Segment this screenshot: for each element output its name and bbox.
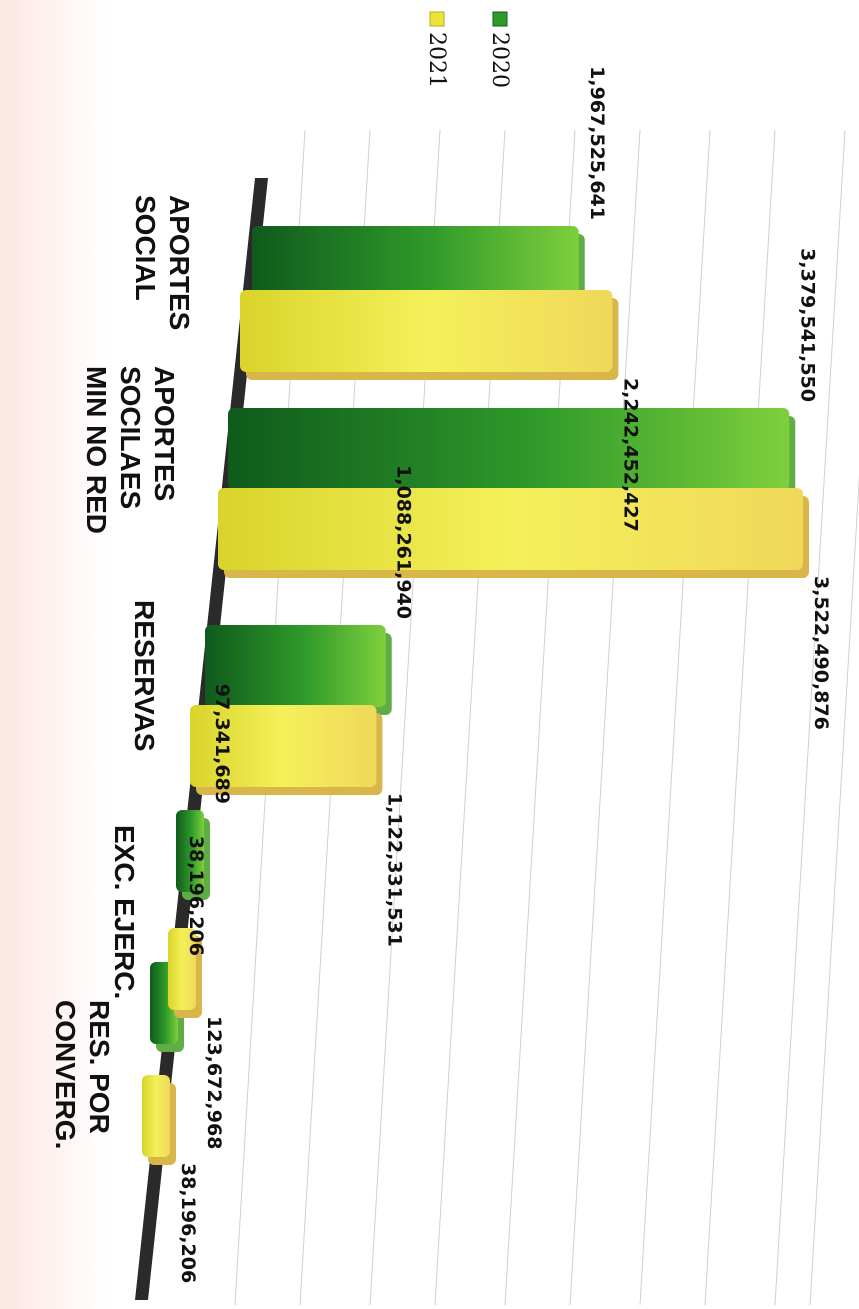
value-label: 1,088,261,940	[393, 465, 415, 619]
data-labels: 1,967,525,641 3,379,541,550 1,088,261,940 9…	[177, 66, 832, 1283]
value-label: 3,379,541,550	[796, 248, 818, 402]
bar-2021-0	[240, 290, 613, 372]
category-label: APORTES	[164, 195, 195, 330]
category-label: CONVERG.	[50, 1000, 81, 1149]
bar-2020-0	[252, 226, 579, 308]
legend: 2020 2021	[424, 11, 512, 88]
category-label: RESERVAS	[129, 600, 160, 751]
bar-2021-2	[190, 705, 377, 787]
legend-label: 2021	[424, 32, 449, 88]
category-label: APORTES	[149, 366, 180, 501]
bar-2020-3	[176, 810, 204, 892]
bar-2020-1	[228, 408, 790, 490]
category-label: EXC. EJERC.	[109, 825, 140, 999]
value-label: 97,341,689	[211, 684, 233, 804]
category-label: MIN NO RED	[81, 366, 112, 534]
bars	[142, 226, 809, 1165]
gridline	[569, 129, 641, 1306]
value-label: 3,522,490,876	[810, 576, 832, 730]
value-label: 38,196,206	[177, 1163, 199, 1283]
bar-2020-2	[205, 625, 386, 707]
category-label: RES. POR	[84, 1000, 115, 1134]
gridline	[704, 129, 776, 1306]
legend-label: 2020	[487, 32, 512, 88]
value-label: 123,672,968	[203, 1016, 225, 1149]
value-label: 1,122,331,531	[383, 793, 405, 947]
bar-2021-3	[168, 928, 196, 1010]
value-label: 2,242,452,427	[619, 378, 641, 532]
category-label: SOCILAES	[115, 366, 146, 509]
bar-2021-4	[142, 1075, 170, 1157]
legend-swatch-2021	[429, 11, 445, 27]
gridline	[774, 129, 846, 1306]
bar-2021-1	[218, 488, 803, 570]
legend-swatch-2020	[492, 11, 508, 27]
category-label: SOCIAL	[130, 195, 161, 301]
gridline	[639, 129, 711, 1306]
gridline	[809, 474, 859, 1306]
value-label: 1,967,525,641	[586, 66, 608, 220]
value-label: 38,196,206	[185, 836, 207, 956]
